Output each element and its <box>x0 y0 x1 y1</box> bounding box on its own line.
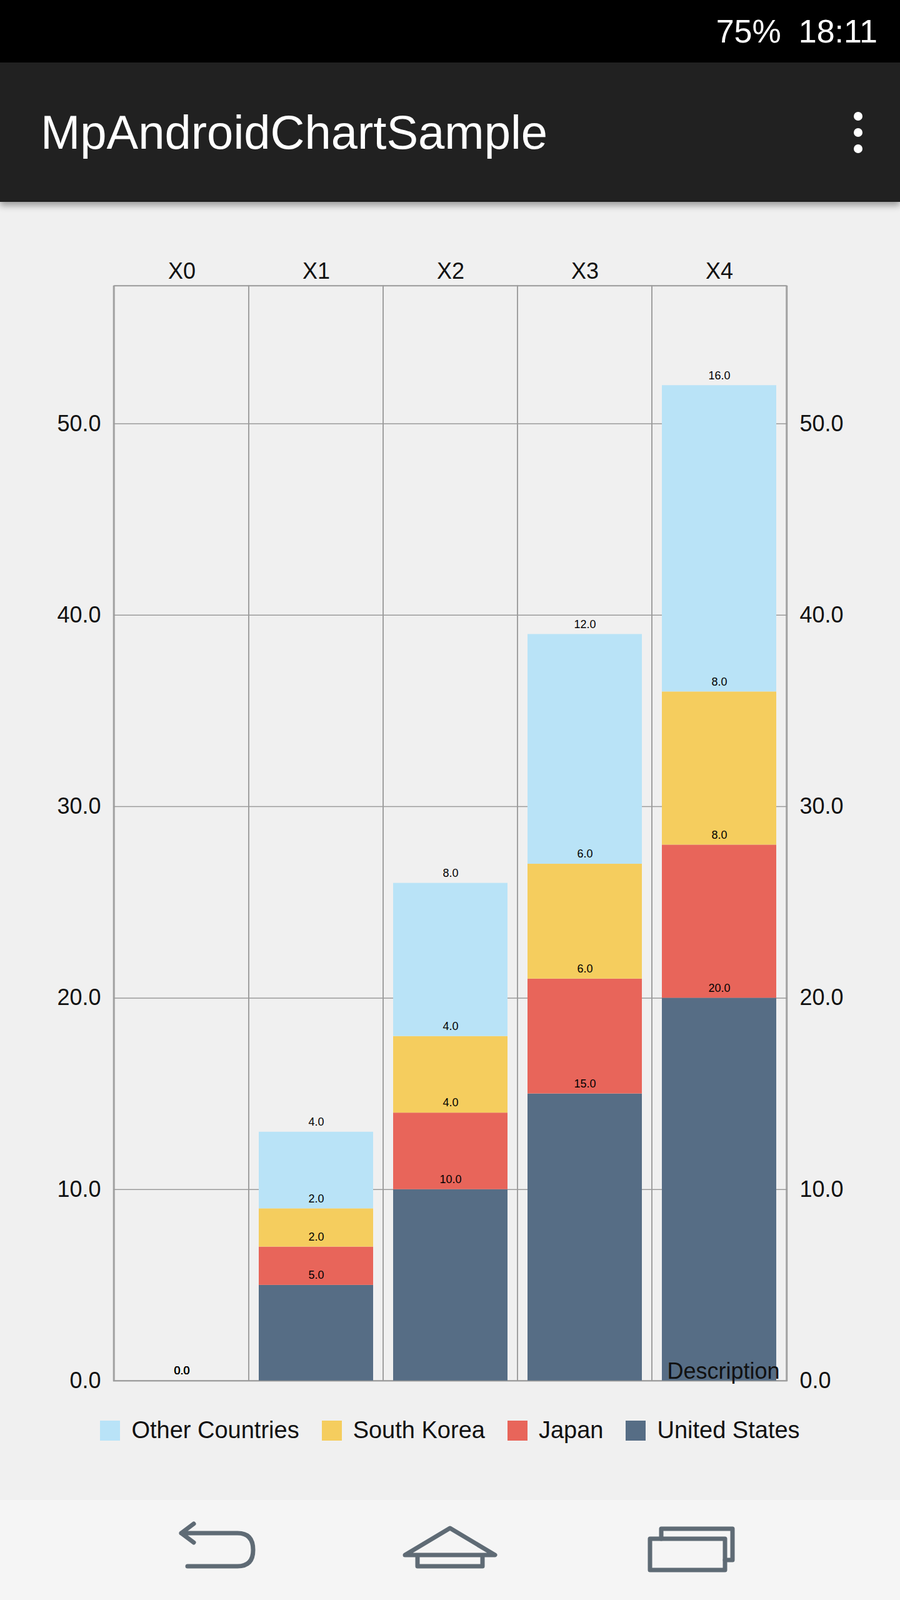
svg-text:4.0: 4.0 <box>442 1020 459 1033</box>
svg-text:8.0: 8.0 <box>442 866 459 880</box>
svg-text:20.0: 20.0 <box>56 984 101 1010</box>
svg-text:16.0: 16.0 <box>708 369 730 382</box>
svg-text:0.0: 0.0 <box>173 1364 190 1377</box>
svg-text:50.0: 50.0 <box>56 410 101 437</box>
svg-text:0.0: 0.0 <box>173 1364 190 1377</box>
svg-text:2.0: 2.0 <box>308 1192 324 1205</box>
svg-text:8.0: 8.0 <box>711 675 727 689</box>
svg-text:10.0: 10.0 <box>56 1176 101 1202</box>
svg-text:30.0: 30.0 <box>56 793 101 819</box>
html-text:Other Countries: Other Countries <box>131 1416 300 1444</box>
svg-text:40.0: 40.0 <box>56 601 101 628</box>
svg-text:6.0: 6.0 <box>576 847 593 860</box>
svg-text:4.0: 4.0 <box>308 1115 324 1129</box>
svg-text:15.0: 15.0 <box>573 1077 596 1090</box>
svg-text:Description: Description <box>666 1358 780 1384</box>
svg-text:6.0: 6.0 <box>576 962 593 975</box>
svg-text:8.0: 8.0 <box>711 828 727 842</box>
svg-text:X4: X4 <box>705 258 734 284</box>
svg-text:0.0: 0.0 <box>173 1364 190 1377</box>
svg-text:10.0: 10.0 <box>800 1176 844 1202</box>
html-text:18:11: 18:11 <box>798 13 878 50</box>
svg-text:20.0: 20.0 <box>800 984 844 1010</box>
svg-text:5.0: 5.0 <box>308 1268 324 1282</box>
svg-text:X0: X0 <box>168 258 196 284</box>
svg-text:40.0: 40.0 <box>800 601 844 628</box>
svg-text:4.0: 4.0 <box>442 1096 459 1109</box>
svg-text:30.0: 30.0 <box>800 793 844 819</box>
svg-text:12.0: 12.0 <box>573 618 596 631</box>
html-text:MpAndroidChartSample: MpAndroidChartSample <box>40 105 548 159</box>
svg-text:X3: X3 <box>571 258 599 284</box>
svg-text:0.0: 0.0 <box>800 1367 832 1394</box>
svg-text:20.0: 20.0 <box>708 981 730 995</box>
html-text:Japan: Japan <box>538 1416 604 1444</box>
svg-text:10.0: 10.0 <box>439 1173 462 1186</box>
html-text:South Korea: South Korea <box>352 1416 485 1444</box>
svg-text:2.0: 2.0 <box>308 1230 324 1244</box>
svg-text:X2: X2 <box>436 258 465 284</box>
svg-text:0.0: 0.0 <box>173 1364 190 1377</box>
html-text:United States: United States <box>657 1416 800 1444</box>
svg-text:0.0: 0.0 <box>69 1367 101 1394</box>
html-text:75%: 75% <box>716 13 782 50</box>
svg-text:X1: X1 <box>302 258 330 284</box>
svg-text:50.0: 50.0 <box>800 410 844 437</box>
